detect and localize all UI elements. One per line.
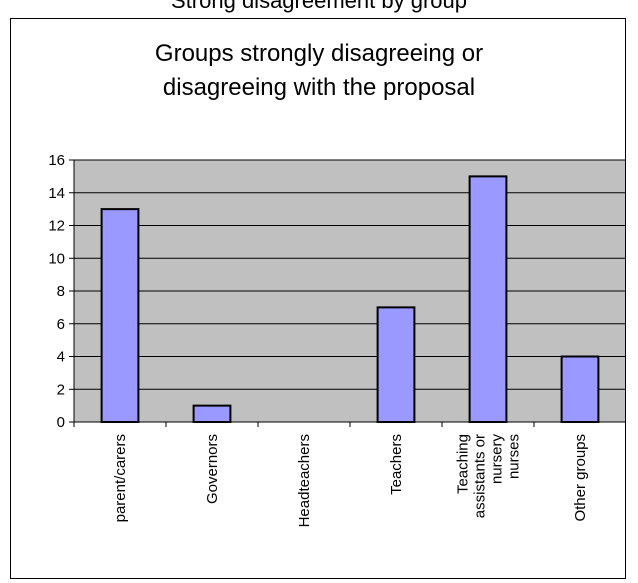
y-tick-label: 8 [57, 283, 65, 300]
x-tick-label: Teachingassistants ornurserynurses [455, 434, 523, 519]
x-tick-label: Teachers [388, 434, 405, 495]
y-tick-label: 0 [57, 414, 65, 431]
top-caption: Strong disagreement by group [171, 0, 467, 13]
bar [560, 355, 600, 423]
chart-frame: Groups strongly disagreeing or disagreei… [10, 18, 626, 579]
y-tick-label: 2 [57, 381, 65, 398]
x-tick-label: Governors [204, 434, 221, 504]
y-tick-label: 10 [48, 250, 65, 267]
bar [468, 175, 508, 423]
y-tick-label: 14 [48, 185, 65, 202]
x-tick-label: Headteachers [296, 434, 313, 527]
x-tick-label: Other groups [572, 434, 589, 522]
chart-title: Groups strongly disagreeing or disagreei… [154, 40, 484, 101]
y-tick-label: 6 [57, 316, 65, 333]
y-tick-label: 16 [48, 152, 65, 169]
bar [100, 208, 140, 423]
x-tick-label: parent/carers [112, 434, 129, 522]
y-tick-label: 4 [57, 349, 65, 366]
y-tick-label: 12 [48, 218, 65, 235]
chart-plot: 0 2 4 6 8 10 12 14 16 parent/carers Governors Headt… [48, 152, 625, 527]
bar [192, 404, 232, 423]
bar [376, 306, 416, 423]
